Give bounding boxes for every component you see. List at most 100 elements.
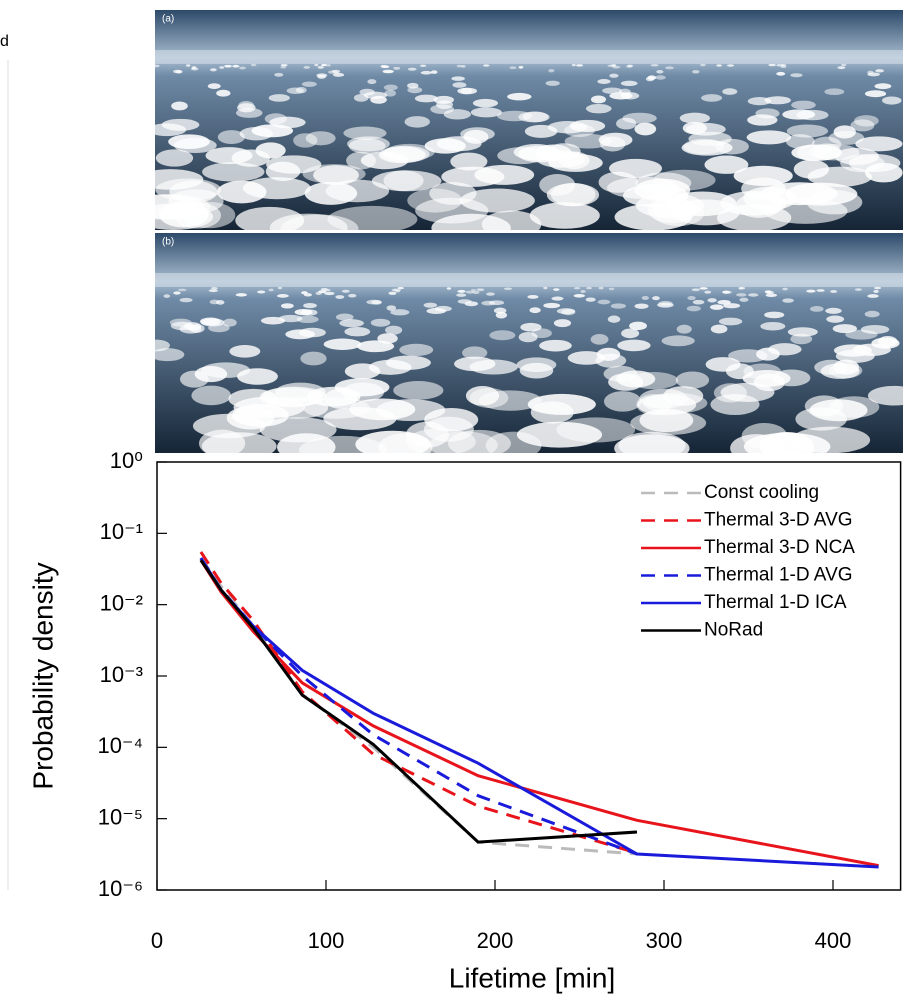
cloud — [242, 177, 311, 200]
cloud — [454, 356, 496, 372]
cloud — [216, 299, 225, 305]
cloud — [217, 130, 245, 145]
cloud — [845, 329, 878, 340]
cloud — [686, 305, 701, 312]
cloud — [852, 343, 891, 356]
cloud — [450, 152, 488, 171]
cloud — [824, 88, 845, 96]
cloud — [488, 300, 505, 306]
cloud — [483, 64, 490, 67]
cloud — [809, 306, 824, 312]
cloud — [465, 290, 474, 294]
cloud — [707, 298, 717, 303]
cloud — [652, 296, 660, 301]
cloud — [383, 84, 398, 91]
panel-label: (a) — [162, 14, 174, 25]
cloud — [641, 295, 649, 300]
x-tick-label: 100 — [308, 928, 345, 953]
cloud — [553, 319, 572, 328]
cloud — [832, 324, 858, 334]
y-tick-label: 10⁻⁶ — [98, 876, 143, 901]
cloud — [705, 357, 741, 372]
cloud — [768, 63, 776, 67]
cloud — [348, 138, 386, 154]
cloud — [489, 330, 516, 341]
cloud — [634, 303, 649, 309]
cloud — [493, 307, 507, 314]
cloud — [791, 100, 816, 110]
cloud — [424, 138, 466, 154]
cloud — [414, 94, 438, 103]
cloud — [834, 147, 880, 165]
cloud — [219, 66, 225, 69]
haze — [155, 273, 903, 287]
cloud — [303, 302, 317, 309]
cloud — [481, 210, 542, 239]
cloud — [259, 417, 337, 443]
cloud — [301, 81, 317, 87]
side-text: d — [0, 33, 9, 50]
cloud — [255, 142, 286, 159]
cloud — [303, 397, 370, 419]
cloud — [269, 116, 306, 129]
cloud — [830, 289, 838, 293]
cloud — [804, 395, 844, 417]
panel-label: (b) — [162, 237, 174, 248]
cloud — [873, 289, 879, 293]
cloud — [575, 64, 584, 67]
haze — [155, 50, 903, 64]
cloud — [786, 124, 829, 138]
cloud — [303, 66, 311, 69]
cloud — [585, 103, 612, 114]
cloud — [553, 288, 560, 291]
cloud — [617, 339, 651, 352]
cloud — [233, 396, 306, 419]
cloud — [150, 348, 185, 362]
cloud — [224, 64, 231, 68]
cloud — [545, 80, 560, 86]
cloud — [184, 322, 202, 331]
cloud — [142, 339, 170, 352]
cloud — [687, 296, 696, 301]
cloud — [324, 288, 331, 292]
cloud — [529, 202, 600, 229]
cloud — [472, 98, 498, 108]
cloud — [692, 70, 700, 74]
cloud — [539, 339, 572, 352]
cloud — [393, 66, 401, 70]
y-tick-label: 10⁻² — [100, 590, 143, 615]
cloud — [359, 88, 375, 96]
cloud — [518, 332, 538, 343]
cloud — [205, 147, 253, 165]
cloud — [404, 116, 430, 128]
cloud — [748, 293, 759, 297]
cloud — [561, 308, 576, 316]
cloud — [704, 155, 749, 174]
cloud — [452, 82, 467, 88]
cloud — [406, 428, 476, 456]
cloud — [280, 65, 287, 69]
legend-label: Thermal 3-D NCA — [704, 537, 855, 558]
cloud — [456, 293, 467, 297]
legend-label: Const cooling — [704, 482, 819, 503]
cloud — [873, 286, 882, 290]
cloud — [586, 286, 592, 290]
cloud — [384, 89, 396, 97]
cloud — [239, 66, 246, 70]
cloud — [229, 345, 261, 358]
cloud — [377, 333, 398, 344]
cloud — [278, 314, 303, 323]
cloud — [854, 115, 879, 127]
cloud — [190, 67, 199, 71]
series-line — [199, 551, 638, 855]
cloud — [407, 86, 423, 94]
cloud — [250, 63, 257, 67]
cloud — [723, 303, 741, 309]
cloud — [295, 86, 307, 94]
cloud — [645, 76, 655, 82]
y-axis-label: Probability density — [27, 562, 58, 789]
cloud — [816, 289, 825, 292]
cloud — [746, 130, 792, 145]
cloud — [621, 328, 640, 339]
